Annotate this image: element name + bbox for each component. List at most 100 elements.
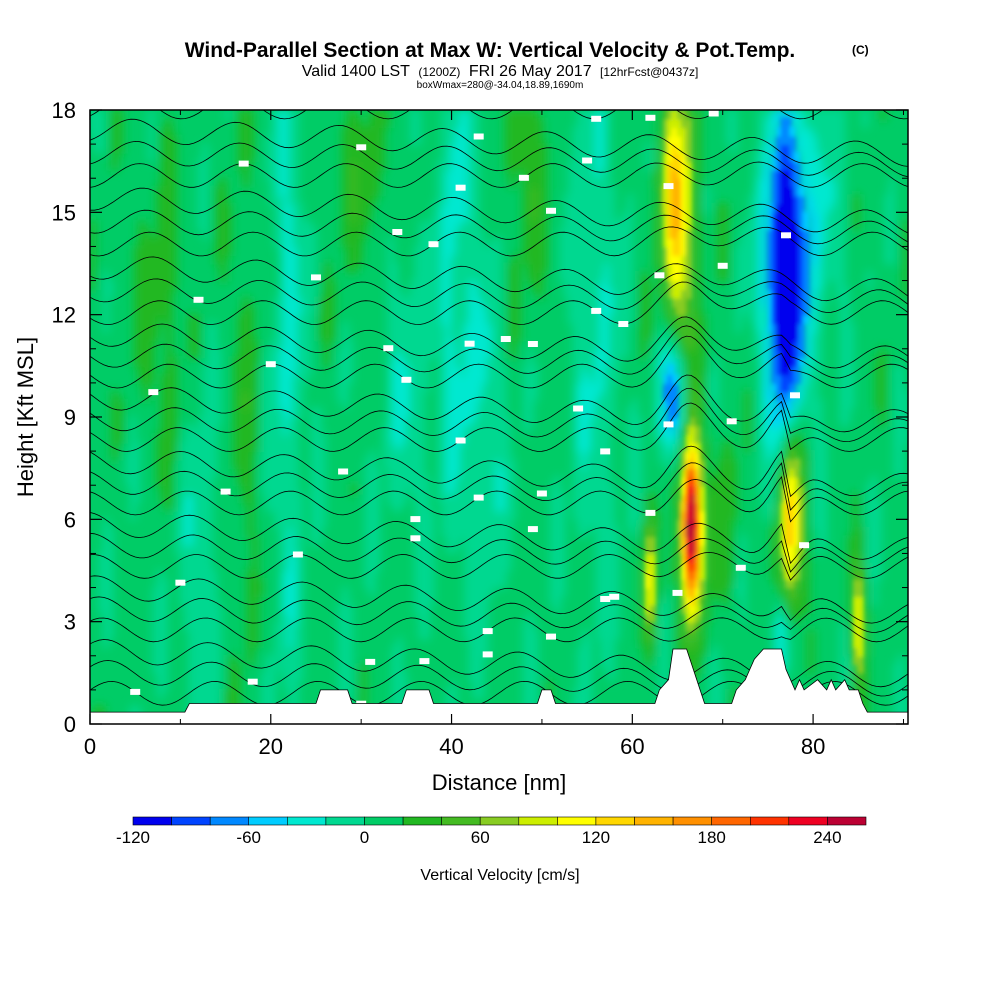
velocity-cell — [369, 509, 376, 521]
velocity-cell — [482, 492, 489, 504]
velocity-cell — [251, 535, 259, 546]
velocity-cell — [265, 441, 272, 453]
velocity-cell — [310, 288, 317, 299]
velocity-cell — [694, 347, 702, 359]
velocity-cell — [604, 296, 611, 308]
velocity-cell — [274, 398, 281, 410]
velocity-cell — [459, 509, 467, 521]
velocity-cell — [834, 143, 842, 154]
velocity-cell — [170, 185, 177, 197]
velocity-cell — [595, 569, 602, 580]
velocity-cell — [762, 441, 769, 453]
velocity-cell — [757, 185, 765, 197]
velocity-cell — [608, 492, 616, 504]
velocity-cell — [473, 501, 480, 512]
velocity-cell — [446, 228, 453, 239]
velocity-cell — [473, 450, 480, 461]
velocity-cell — [586, 688, 593, 700]
velocity-cell — [428, 219, 435, 231]
velocity-cell — [703, 586, 711, 598]
velocity-cell — [681, 629, 688, 640]
velocity-cell — [247, 143, 254, 154]
velocity-cell — [418, 254, 426, 265]
velocity-cell — [265, 492, 272, 504]
velocity-cell — [599, 296, 607, 308]
velocity-cell — [215, 671, 222, 683]
velocity-cell — [613, 373, 620, 384]
velocity-cell — [477, 637, 485, 649]
velocity-cell — [622, 330, 629, 342]
velocity-cell — [441, 450, 448, 461]
velocity-cell — [202, 603, 209, 615]
velocity-cell — [464, 279, 471, 291]
velocity-cell — [414, 279, 421, 291]
velocity-cell — [775, 569, 783, 580]
velocity-cell — [477, 535, 485, 546]
velocity-cell — [283, 526, 290, 538]
velocity-cell — [274, 236, 281, 248]
velocity-cell — [694, 262, 702, 273]
velocity-cell — [192, 535, 200, 546]
velocity-cell — [825, 110, 833, 120]
velocity-cell — [834, 168, 842, 180]
velocity-cell — [468, 313, 476, 325]
velocity-cell — [202, 654, 209, 666]
velocity-cell — [626, 416, 634, 427]
velocity-cell — [251, 424, 259, 435]
velocity-cell — [183, 518, 191, 529]
velocity-cell — [509, 160, 516, 171]
velocity-cell — [477, 254, 485, 265]
velocity-cell — [812, 467, 819, 478]
velocity-cell — [455, 228, 462, 239]
velocity-cell — [360, 160, 367, 171]
velocity-cell — [807, 211, 815, 222]
velocity-cell — [247, 654, 254, 666]
velocity-cell — [536, 279, 543, 291]
velocity-cell — [391, 373, 399, 384]
velocity-cell — [640, 313, 647, 325]
velocity-cell — [197, 194, 204, 205]
velocity-cell — [577, 356, 584, 367]
velocity-cell — [192, 637, 200, 649]
velocity-cell — [437, 322, 444, 333]
velocity-cell — [188, 629, 195, 640]
velocity-cell — [238, 313, 245, 325]
velocity-cell — [197, 467, 204, 478]
velocity-cell — [581, 416, 589, 427]
velocity-cell — [346, 126, 354, 137]
velocity-cell — [188, 424, 195, 435]
velocity-cell — [590, 185, 598, 197]
velocity-cell — [798, 151, 805, 163]
velocity-cell — [351, 194, 358, 205]
velocity-cell — [690, 254, 697, 265]
velocity-cell — [477, 416, 485, 427]
velocity-cell — [794, 433, 801, 444]
velocity-cell — [604, 279, 611, 291]
velocity-cell — [391, 347, 399, 359]
velocity-cell — [604, 219, 611, 231]
velocity-cell — [495, 458, 503, 470]
velocity-cell — [296, 526, 304, 538]
velocity-cell — [568, 296, 575, 308]
velocity-cell — [491, 509, 498, 521]
velocity-cell — [437, 390, 444, 401]
velocity-cell — [586, 202, 593, 214]
velocity-cell — [762, 245, 769, 256]
velocity-cell — [283, 245, 290, 256]
velocity-cell — [301, 219, 308, 231]
velocity-cell — [143, 288, 150, 299]
velocity-cell — [821, 271, 828, 282]
velocity-cell — [396, 501, 403, 512]
velocity-cell — [364, 535, 372, 546]
velocity-cell — [441, 236, 448, 248]
velocity-cell — [364, 526, 372, 538]
velocity-cell — [418, 313, 426, 325]
velocity-cell — [274, 330, 281, 342]
velocity-cell — [762, 211, 769, 222]
velocity-cell — [500, 475, 507, 487]
velocity-cell — [269, 185, 277, 197]
velocity-cell — [260, 697, 268, 708]
velocity-cell — [202, 543, 209, 555]
velocity-cell — [423, 475, 430, 487]
